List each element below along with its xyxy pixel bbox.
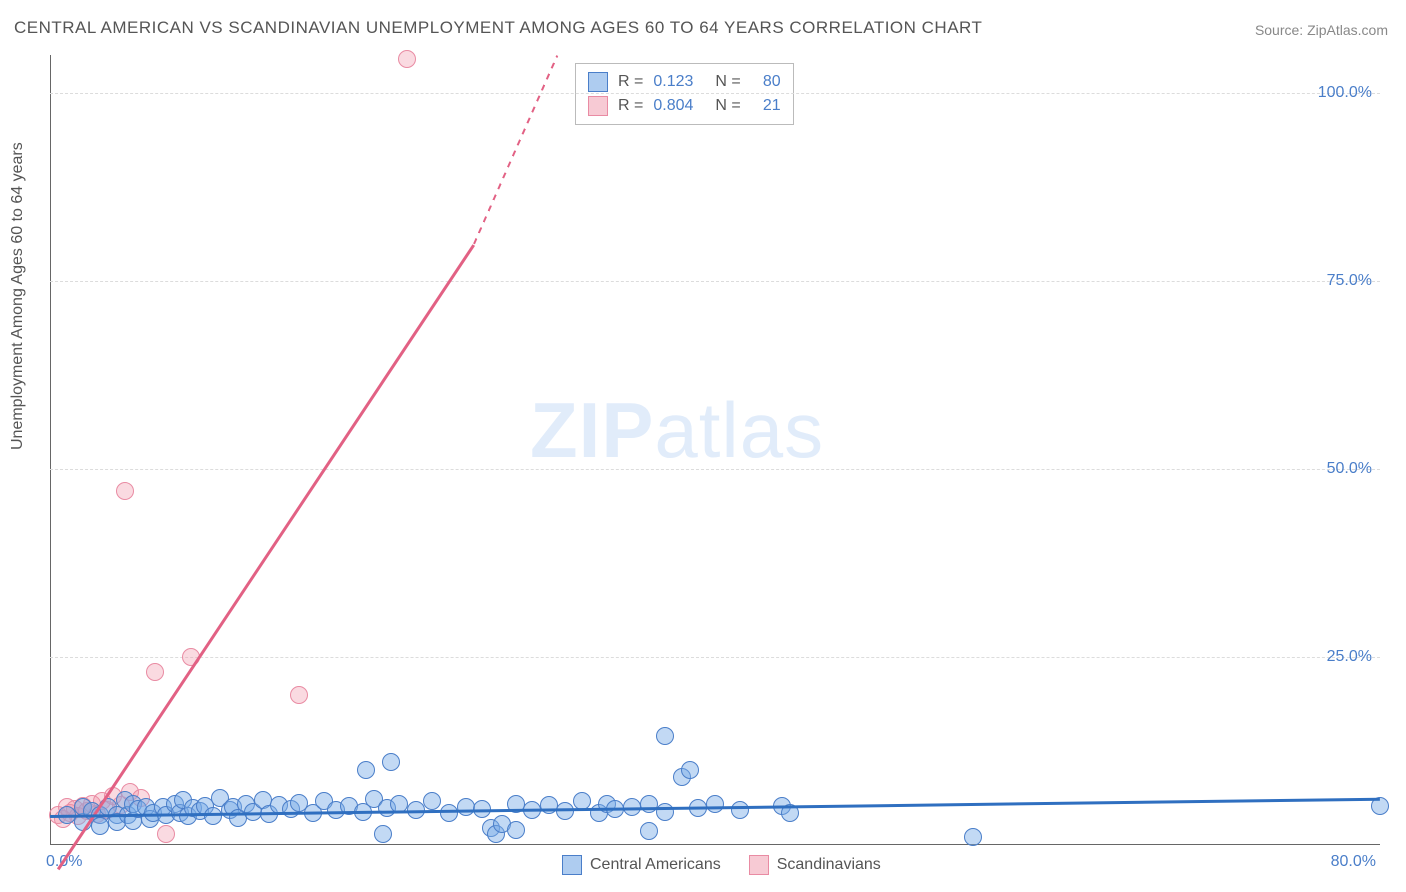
bottom-legend-item: Scandinavians (749, 855, 881, 875)
stats-legend: R = 0.123 N = 80 R = 0.804 N = 21 (575, 63, 794, 125)
stats-row: R = 0.123 N = 80 (588, 70, 781, 94)
source-label: Source: ZipAtlas.com (1255, 22, 1388, 38)
y-tick-label: 25.0% (1327, 648, 1372, 666)
y-axis-label: Unemployment Among Ages 60 to 64 years (9, 142, 27, 450)
data-point (357, 761, 375, 779)
data-point (116, 482, 134, 500)
data-point (374, 825, 392, 843)
data-point (398, 50, 416, 68)
data-point (457, 798, 475, 816)
gridline (50, 281, 1380, 282)
data-point (656, 727, 674, 745)
data-point (640, 822, 658, 840)
data-point (640, 795, 658, 813)
bottom-legend: Central Americans Scandinavians (562, 855, 881, 875)
data-point (507, 821, 525, 839)
legend-swatch (588, 96, 608, 116)
gridline (50, 469, 1380, 470)
bottom-legend-item: Central Americans (562, 855, 721, 875)
watermark-atlas: atlas (654, 386, 824, 474)
watermark: ZIPatlas (530, 385, 824, 476)
legend-label: Central Americans (590, 856, 721, 874)
data-point (204, 807, 222, 825)
legend-swatch (562, 855, 582, 875)
trend-line (57, 244, 475, 870)
data-point (573, 792, 591, 810)
data-point (540, 796, 558, 814)
data-point (656, 803, 674, 821)
legend-swatch (749, 855, 769, 875)
stat-r-label: R = (618, 70, 643, 94)
watermark-zip: ZIP (530, 386, 654, 474)
stat-r-value: 0.804 (653, 94, 705, 118)
data-point (290, 686, 308, 704)
data-point (731, 801, 749, 819)
data-point (157, 825, 175, 843)
data-point (382, 753, 400, 771)
y-tick-label: 50.0% (1327, 460, 1372, 478)
y-tick-label: 75.0% (1327, 272, 1372, 290)
data-point (423, 792, 441, 810)
legend-label: Scandinavians (777, 856, 881, 874)
chart-container: CENTRAL AMERICAN VS SCANDINAVIAN UNEMPLO… (0, 0, 1406, 892)
data-point (556, 802, 574, 820)
plot-area: ZIPatlas R =0.123N =80R =0.804N =21 Cent… (50, 55, 1380, 845)
data-point (146, 663, 164, 681)
legend-swatch (588, 72, 608, 92)
trend-line (473, 56, 558, 245)
x-axis-line (50, 844, 1380, 845)
stat-n-value: 80 (751, 70, 781, 94)
y-axis-line (50, 55, 51, 845)
gridline (50, 93, 1380, 94)
stats-row: R = 0.804 N = 21 (588, 94, 781, 118)
y-tick-label: 100.0% (1318, 84, 1372, 102)
data-point (681, 761, 699, 779)
stat-n-label: N = (715, 94, 740, 118)
data-point (440, 804, 458, 822)
x-tick-label-right: 80.0% (1331, 853, 1376, 871)
data-point (964, 828, 982, 846)
gridline (50, 657, 1380, 658)
stat-r-value: 0.123 (653, 70, 705, 94)
stat-r-label: R = (618, 94, 643, 118)
chart-title: CENTRAL AMERICAN VS SCANDINAVIAN UNEMPLO… (14, 18, 982, 38)
data-point (706, 795, 724, 813)
stat-n-value: 21 (751, 94, 781, 118)
data-point (91, 817, 109, 835)
stat-n-label: N = (715, 70, 740, 94)
